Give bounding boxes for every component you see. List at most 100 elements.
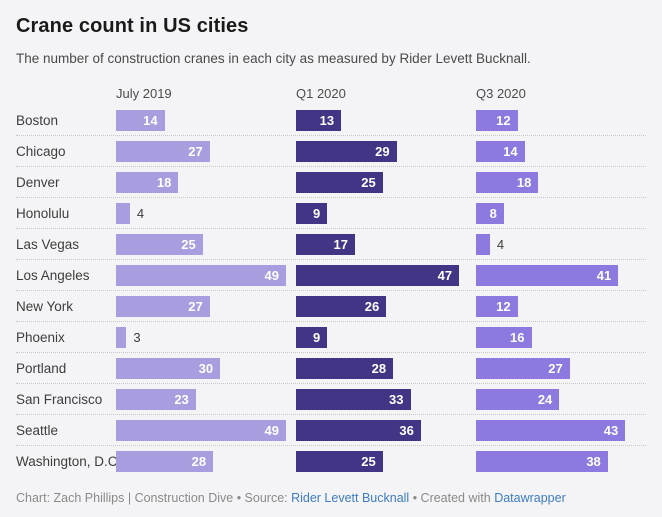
- bar-cell: 28: [296, 353, 476, 383]
- bar-cell: 13: [296, 105, 476, 135]
- bar-cell: 25: [296, 446, 476, 477]
- bar-value-label: 17: [333, 236, 348, 252]
- bar: 25: [296, 451, 383, 472]
- bar: 33: [296, 388, 411, 410]
- bar: 36: [296, 419, 421, 441]
- table-row: New York 27 26 12: [16, 291, 646, 322]
- bar-value-label: 38: [586, 454, 601, 469]
- bar-value-label: 8: [489, 205, 497, 221]
- bar-cell: 47: [296, 260, 476, 290]
- table-row: Honolulu 4 9 8: [16, 198, 646, 229]
- bar-value-label: 49: [264, 422, 279, 438]
- bar-value-label: 28: [371, 360, 387, 376]
- bar: 47: [296, 264, 460, 286]
- bar: 27: [116, 140, 210, 162]
- bar: 24: [476, 388, 560, 410]
- bar: 14: [476, 140, 525, 162]
- table-row: Boston 14 13 12: [16, 105, 646, 136]
- bar-cell: 3: [116, 322, 296, 352]
- bar: 12: [476, 295, 518, 317]
- bar-value-label: 27: [548, 360, 563, 376]
- chart-rows: Boston 14 13 12 Chicago 27 29 14 Denver 18 25 18 Hon…: [16, 105, 646, 477]
- bar: 13: [296, 109, 342, 131]
- bar: 9: [296, 202, 328, 224]
- city-label: Denver: [16, 174, 60, 190]
- chart-footer: Chart: Zach Phillips | Construction Dive…: [16, 491, 646, 505]
- bar: 25: [116, 233, 203, 255]
- bar: 28: [296, 357, 394, 379]
- bar-value-label: 12: [496, 298, 511, 314]
- table-row: Los Angeles 49 47 41: [16, 260, 646, 291]
- bar: 18: [116, 171, 179, 193]
- bar-value-label: 18: [156, 174, 172, 190]
- table-row: Phoenix 3 9 16: [16, 322, 646, 353]
- bar-value-label: 24: [537, 391, 553, 407]
- bar-value-label: 47: [437, 267, 453, 283]
- bar-value-label: 33: [389, 391, 404, 407]
- column-header-july-2019: July 2019: [116, 85, 172, 101]
- column-header-q3-2020: Q3 2020: [476, 85, 526, 101]
- bar-value-label: 43: [603, 422, 619, 438]
- bar: 23: [116, 388, 196, 410]
- bar-value-label: 14: [503, 143, 518, 159]
- footer-credit-text: Chart: Zach Phillips | Construction Dive…: [16, 491, 292, 505]
- bar-cell: 27: [116, 136, 296, 166]
- bar-value-label: 23: [174, 391, 189, 407]
- chart-subtitle: The number of construction cranes in eac…: [16, 51, 531, 66]
- bar-cell: 41: [476, 260, 646, 290]
- bar-cell: 4: [116, 198, 296, 228]
- bar-value-label: 9: [312, 329, 321, 345]
- bar-value-label: 4: [496, 236, 505, 252]
- bar-cell: 23: [116, 384, 296, 414]
- bar-cell: 18: [476, 167, 646, 197]
- city-label: Boston: [16, 112, 59, 128]
- city-label: Phoenix: [16, 329, 65, 345]
- datawrapper-link[interactable]: Datawrapper: [494, 491, 566, 505]
- bar-value-label: 25: [181, 236, 196, 252]
- source-link[interactable]: Rider Levett Bucknall: [291, 491, 410, 505]
- bar-cell: 27: [116, 291, 296, 321]
- column-header-q1-2020: Q1 2020: [296, 85, 346, 101]
- city-label: Washington, D.C.: [16, 454, 122, 469]
- bar-cell: 25: [296, 167, 476, 197]
- bar-value-label: 16: [510, 329, 525, 345]
- bar-value-label: 13: [319, 112, 335, 128]
- bar-cell: 9: [296, 322, 476, 352]
- city-label: Las Vegas: [16, 236, 80, 252]
- bar-cell: 24: [476, 384, 646, 414]
- bar-cell: 9: [296, 198, 476, 228]
- table-row: Las Vegas 25 17 4: [16, 229, 646, 260]
- bar-value-label: 27: [188, 143, 203, 159]
- bar-cell: 49: [116, 260, 296, 290]
- city-label: Chicago: [16, 143, 66, 159]
- table-row: San Francisco 23 33 24: [16, 384, 646, 415]
- bar: 26: [296, 295, 387, 317]
- bar-value-label: 49: [264, 267, 279, 283]
- bar: 38: [476, 451, 608, 472]
- bar-value-label: 25: [361, 454, 376, 469]
- city-label: Los Angeles: [16, 267, 90, 283]
- table-row: Seattle 49 36 43: [16, 415, 646, 446]
- bar-cell: 43: [476, 415, 646, 445]
- bar-value-label: 28: [191, 454, 207, 469]
- bar-cell: 36: [296, 415, 476, 445]
- table-row: Washington, D.C. 28 25 38: [16, 446, 646, 477]
- bar: 30: [116, 357, 221, 379]
- bar: 27: [476, 357, 570, 379]
- city-label: San Francisco: [16, 391, 103, 407]
- bar-cell: 14: [116, 105, 296, 135]
- bar-cell: 28: [116, 446, 296, 477]
- city-label: Portland: [16, 360, 67, 376]
- bar-cell: 27: [476, 353, 646, 383]
- bar-cell: 17: [296, 229, 476, 259]
- bar-cell: 8: [476, 198, 646, 228]
- bar-value-label: 4: [136, 205, 145, 221]
- bar: 9: [296, 326, 328, 348]
- bar: 17: [296, 233, 355, 255]
- bar-value-label: 18: [516, 174, 532, 190]
- bar: [116, 326, 127, 348]
- bar: 25: [296, 171, 383, 193]
- bar: 27: [116, 295, 210, 317]
- bar: [476, 233, 490, 255]
